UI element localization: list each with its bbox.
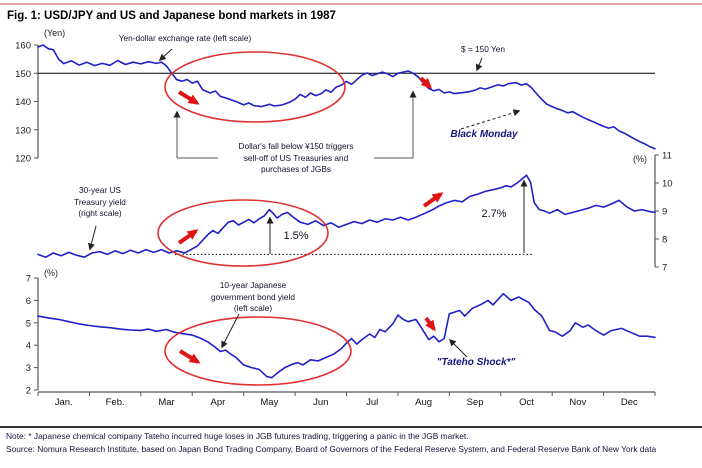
- annotation-rise-1-5pct: 1.5%: [283, 230, 309, 242]
- annotation-rise-2-7pct: 2.7%: [481, 208, 507, 220]
- axis-unit-label: (%): [633, 154, 647, 164]
- annotation-ust-label: 30-year US Treasury yield (right scale): [74, 185, 126, 220]
- axis-tick-label: 130: [15, 125, 31, 136]
- highlight-ellipse-usdjpy-fall: [164, 51, 346, 123]
- annotation-line: government bond yield: [211, 291, 295, 302]
- pointer-yen-dollar-label: [158, 48, 173, 62]
- red-arrow-jgb-down-apr: [178, 349, 201, 364]
- axis-tick-label: 5: [26, 318, 31, 329]
- annotation-line: sell-off of US Treasuries and: [243, 152, 349, 163]
- month-label: Apr: [211, 397, 226, 408]
- month-label: Jan.: [55, 397, 73, 408]
- month-label: Jun: [313, 397, 328, 408]
- annotation-graphics-layer: [88, 48, 528, 386]
- annotation-line: Dollar's fall below ¥150 triggers: [238, 141, 354, 151]
- month-label: Jul: [366, 397, 378, 408]
- annotation-tateho-shock: "Tateho Shock*": [436, 357, 516, 368]
- red-arrow-ust-up-aug: [422, 192, 444, 208]
- annotation-black-monday: Black Monday: [450, 129, 518, 140]
- month-label: Feb.: [106, 397, 125, 408]
- axis-tick-label: 3: [26, 363, 31, 374]
- footer-rule: [0, 426, 702, 428]
- series-layer: [37, 44, 656, 379]
- annotation-dollars-fall: Dollar's fall below ¥150 triggers sell-o…: [238, 141, 353, 176]
- month-label: Oct: [519, 397, 534, 408]
- figure-title: Fig. 1: USD/JPY and US and Japanese bond…: [7, 10, 336, 22]
- series-line-jgb-10y-yield: [37, 292, 656, 379]
- pointer-usd150-label: [475, 57, 483, 72]
- annotation-line: purchases of JGBs: [260, 164, 332, 174]
- annotation-yen-dollar-label: Yen-dollar exchange rate (left scale): [118, 33, 252, 43]
- axis-tick-label: 11: [662, 151, 672, 162]
- axes-layer: 160 150 140 130 120 (Yen) 11 10 9 8 7 (%) 7 6 5 4 3 2 (%) J…: [15, 28, 672, 408]
- axis-tick-label: 10: [662, 179, 673, 190]
- axis-tick-label: 4: [26, 341, 31, 352]
- red-arrow-jgb-down-aug: [424, 316, 436, 332]
- axis-unit-label: (%): [44, 268, 58, 278]
- red-arrow-ust-up-apr: [177, 229, 199, 245]
- top-rule: [0, 3, 702, 5]
- month-label: Dec: [621, 397, 638, 408]
- annotation-line: (right scale): [78, 208, 122, 218]
- source-line: Source: Nomura Research Institute, based…: [6, 444, 657, 454]
- axis-tick-label: 150: [15, 69, 31, 80]
- axis-tick-label: 7: [662, 263, 667, 274]
- month-label: May: [260, 397, 278, 408]
- reference-lines-layer: [38, 72, 655, 255]
- axis-tick-label: 120: [15, 154, 31, 165]
- annotation-line: 10-year Japanese: [219, 280, 287, 290]
- highlight-ellipse-jgb-fall: [164, 316, 352, 386]
- axis-tick-label: 140: [15, 97, 31, 108]
- annotation-line: (left scale): [233, 303, 273, 313]
- footnote: Note: * Japanese chemical company Tateho…: [6, 431, 469, 441]
- series-line-us-30y-treasury-yield: [37, 174, 656, 259]
- series-line-usd-jpy-exchange-rate: [37, 44, 656, 150]
- annotation-line: Treasury yield: [74, 196, 126, 207]
- annotation-usd150-label: $ = 150 Yen: [460, 44, 506, 54]
- axis-tick-label: 160: [15, 41, 31, 52]
- pointer-jgb-label: [221, 313, 240, 349]
- month-label: Nov: [569, 397, 586, 408]
- pointer-tateho-label: [448, 338, 468, 358]
- axis-tick-label: 9: [662, 207, 667, 218]
- annotation-line: 30-year US: [79, 185, 121, 195]
- axis-tick-label: 8: [662, 235, 667, 246]
- axis-unit-label: (Yen): [44, 28, 65, 38]
- highlight-ellipse-ust-rise: [157, 199, 329, 267]
- pointer-black-monday: [460, 109, 521, 130]
- annotation-jgb-label: 10-year Japanese government bond yield (…: [211, 280, 295, 315]
- month-label: Sep: [467, 397, 484, 408]
- month-label: Aug: [415, 397, 432, 408]
- axis-tick-label: 6: [26, 296, 31, 307]
- pointer-ust-label: [88, 225, 97, 251]
- axis-tick-label: 2: [26, 386, 31, 397]
- red-arrow-usdjpy-down-aug: [419, 76, 433, 90]
- red-arrow-usdjpy-down-apr: [177, 90, 200, 105]
- axis-tick-label: 7: [26, 274, 31, 285]
- month-label: Mar: [158, 397, 174, 408]
